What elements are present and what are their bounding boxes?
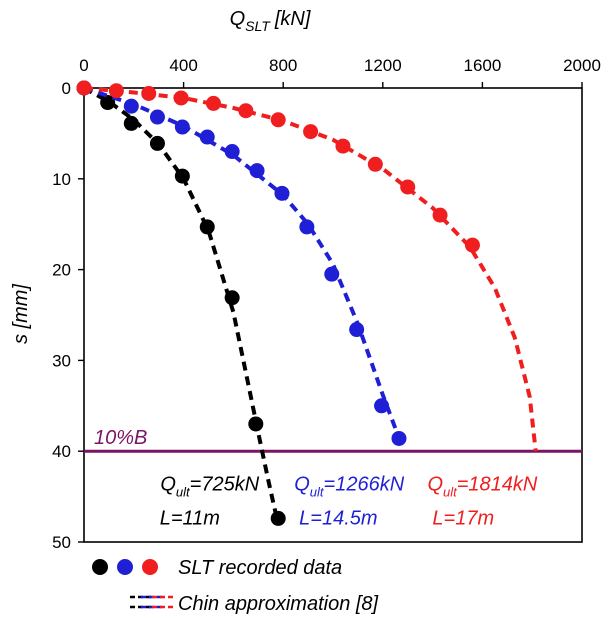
- annotation-q-sub: ult: [310, 484, 325, 499]
- annotation-q-sub: ult: [443, 484, 458, 499]
- data-point-l11: [100, 95, 116, 111]
- annotation-q-sub: ult: [176, 484, 191, 499]
- legend-marker: [92, 559, 108, 575]
- annotation-q-main: Q: [427, 473, 443, 495]
- data-point-l145: [299, 219, 315, 235]
- data-point-l145: [149, 109, 165, 125]
- data-point-l11: [149, 135, 165, 151]
- data-point-l11: [123, 115, 139, 131]
- data-point-l11: [248, 416, 264, 432]
- x-tick-label: 0: [79, 56, 88, 75]
- annotation-qult-l11: Qult=725kN: [160, 473, 259, 499]
- reference-line-label: 10%B: [94, 427, 147, 449]
- data-point-l145: [324, 266, 340, 282]
- data-point-l145: [274, 185, 290, 201]
- data-point-l17: [141, 85, 157, 101]
- plot-area: 0 400 800 1200 1600 20000102030405010%BQult=7…: [52, 56, 601, 615]
- data-point-l17: [108, 83, 124, 99]
- annotation-qult-l17: Qult=1814kN: [427, 473, 537, 499]
- data-point-l17: [464, 237, 480, 253]
- annotation-q-value: =1814kN: [457, 473, 538, 495]
- data-point-l17: [270, 112, 286, 128]
- plot-frame: [83, 87, 583, 543]
- legend-marker: [142, 559, 158, 575]
- data-point-l145: [391, 430, 407, 446]
- annotation-q-value: =725kN: [190, 473, 260, 495]
- legend-marker: [117, 559, 133, 575]
- data-point-l145: [349, 322, 365, 338]
- legend-label: Chin approximation [8]: [178, 593, 379, 615]
- annotation-length-l17: L=17m: [432, 507, 494, 529]
- data-point-l17: [76, 80, 92, 96]
- x-tick-label: 400: [169, 56, 197, 75]
- data-point-l17: [173, 90, 189, 106]
- chin-fit-curve-l17: [83, 86, 538, 452]
- data-point-l145: [374, 398, 390, 414]
- data-point-l17: [303, 124, 319, 140]
- data-point-l17: [335, 138, 351, 154]
- annotation-q-value: =1266kN: [324, 473, 405, 495]
- x-tick-label: 2000: [563, 56, 601, 75]
- data-point-l11: [174, 168, 190, 184]
- y-tick-label: 10: [52, 170, 71, 189]
- data-point-l17: [400, 179, 416, 195]
- y-tick-label: 40: [52, 442, 71, 461]
- annotation-length-l11: L=11m: [160, 507, 220, 529]
- x-axis-title-main: Q: [230, 8, 246, 30]
- data-point-l11: [199, 219, 215, 235]
- y-axis-title: s [mm]: [10, 284, 32, 344]
- data-point-l11: [270, 510, 286, 526]
- y-tick-label: 20: [52, 261, 71, 280]
- x-tick-label: 800: [269, 56, 297, 75]
- y-tick-label: 0: [62, 79, 71, 98]
- annotation-q-main: Q: [160, 473, 176, 495]
- annotation-length-l145: L=14.5m: [299, 507, 377, 529]
- data-point-l145: [224, 144, 240, 160]
- x-tick-label: 1200: [364, 56, 402, 75]
- data-point-l145: [199, 129, 215, 145]
- x-axis-title-unit: [kN]: [274, 8, 311, 30]
- data-point-l11: [224, 290, 240, 306]
- annotation-qult-l145: Qult=1266kN: [294, 473, 404, 499]
- data-point-l145: [174, 119, 190, 135]
- data-point-l17: [205, 95, 221, 111]
- data-point-l145: [249, 163, 265, 179]
- annotation-q-main: Q: [294, 473, 310, 495]
- data-point-l17: [432, 207, 448, 223]
- data-point-l17: [238, 103, 254, 119]
- y-tick-label: 30: [52, 351, 71, 370]
- y-tick-label: 50: [52, 533, 71, 552]
- data-point-l145: [123, 98, 139, 114]
- x-axis-title: QSLT [kN]: [230, 8, 311, 34]
- legend-label: SLT recorded data: [178, 557, 342, 579]
- chin-fit-curve-l145: [83, 86, 402, 440]
- chin-fit-curve-l11: [83, 86, 279, 520]
- data-point-l17: [367, 156, 383, 172]
- x-axis-title-sub: SLT: [245, 18, 271, 34]
- x-tick-label: 1600: [463, 56, 501, 75]
